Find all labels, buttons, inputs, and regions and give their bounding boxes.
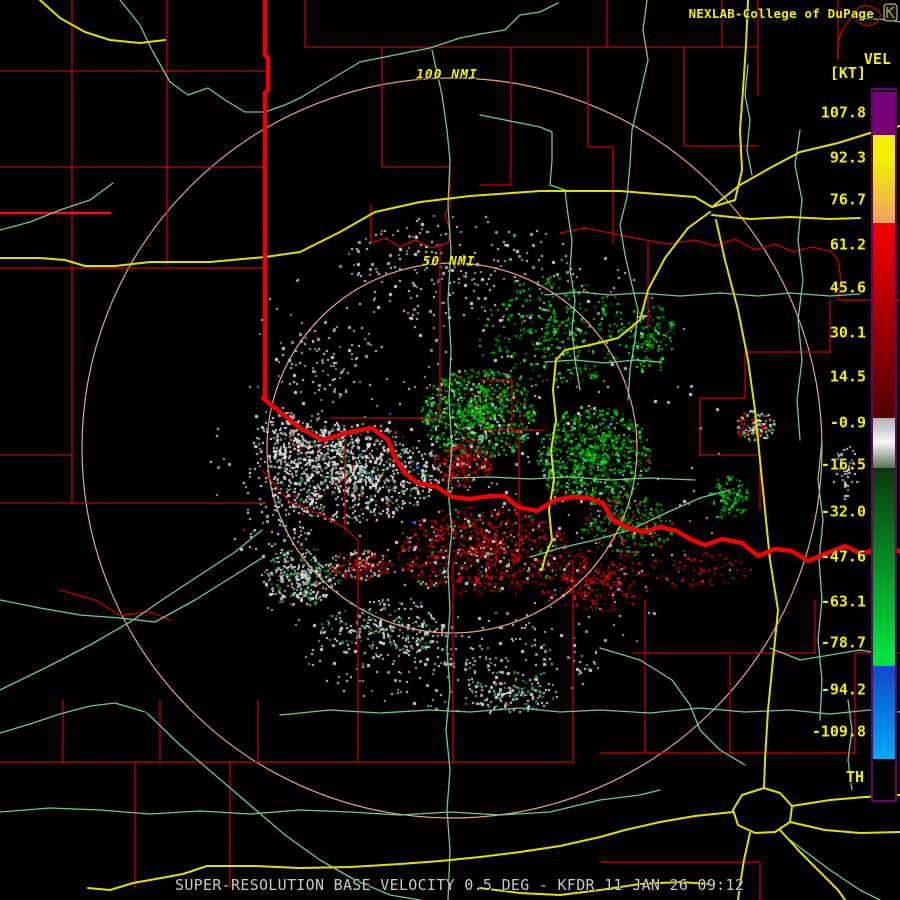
colorbar-segment — [873, 468, 895, 654]
county-line — [59, 589, 171, 621]
highway-line — [789, 821, 900, 834]
road-line — [431, 49, 453, 449]
highway-line — [541, 211, 711, 571]
colorbar-units: [KT] — [829, 64, 866, 82]
highway-line — [479, 881, 711, 896]
colorbar-segment — [873, 250, 895, 418]
road-line — [544, 359, 661, 364]
colorbar-tick: 14.5 — [829, 367, 866, 386]
road-line — [544, 291, 861, 297]
colorbar-tick: 45.6 — [829, 278, 866, 297]
colorbar-segment — [873, 135, 895, 161]
colorbar-segment — [873, 654, 895, 666]
road-line — [451, 476, 696, 481]
colorbar-tick: -32.0 — [820, 502, 866, 521]
road-line — [817, 439, 824, 721]
highway-line — [711, 214, 861, 220]
river-squiggle-line — [836, 5, 882, 61]
road-line — [789, 839, 881, 900]
colorbar-tick: -63.1 — [820, 592, 866, 611]
road-line — [794, 129, 804, 441]
colorbar-title: VEL — [863, 50, 891, 68]
highway-line — [715, 219, 779, 789]
brand-title: NEXLAB-College of DuPage — [688, 6, 874, 21]
road-line — [445, 447, 453, 900]
road-line — [0, 182, 114, 231]
river-line — [260, 395, 900, 564]
highway-line — [732, 787, 793, 834]
range-ring-370 — [81, 77, 823, 819]
road-line — [479, 114, 581, 391]
velocity-colorbar — [871, 88, 897, 802]
colorbar-segment — [873, 666, 895, 759]
colorbar-segment — [873, 223, 895, 250]
colorbar-segment — [873, 92, 895, 135]
road-line — [744, 64, 753, 176]
colorbar-tick: -78.7 — [820, 633, 866, 652]
highway-line — [779, 829, 846, 900]
pointer-glyph-icon — [886, 6, 895, 19]
highway-line — [711, 125, 900, 208]
road-line — [279, 707, 900, 716]
highway-line — [0, 190, 713, 267]
road-line — [0, 557, 263, 623]
range-ring-185 — [266, 262, 638, 634]
highway-line — [87, 811, 734, 891]
highway-line — [737, 832, 751, 900]
colorbar-segment — [873, 442, 895, 468]
colorbar-segment — [873, 418, 895, 442]
colorbar-tick: 61.2 — [829, 235, 866, 254]
county-line — [261, 469, 359, 541]
state-border-line — [262, 0, 271, 401]
colorbar-tick: -94.2 — [820, 680, 866, 699]
colorbar-tick: 76.7 — [829, 190, 866, 209]
road-line — [619, 0, 649, 401]
colorbar-tick: -16.5 — [820, 455, 866, 474]
status-bar: SUPER-RESOLUTION BASE VELOCITY 0.5 DEG -… — [175, 876, 745, 894]
road-line — [769, 647, 891, 661]
highway-line — [711, 0, 749, 208]
colorbar-tick: -0.9 — [829, 413, 866, 432]
highway-line — [39, 0, 166, 44]
road-line — [0, 529, 263, 691]
colorbar-segment — [873, 161, 895, 223]
road-line — [119, 0, 559, 113]
colorbar-threshold-label: TH — [845, 768, 864, 786]
colorbar-tick: 92.3 — [829, 148, 866, 167]
road-line — [847, 699, 853, 791]
county-line — [837, 258, 842, 301]
colorbar-segment — [873, 759, 895, 799]
colorbar-tick: 30.1 — [829, 323, 866, 342]
range-ring-label-100nmi: 100 NMI — [416, 67, 478, 83]
colorbar-tick: 107.8 — [820, 103, 866, 122]
colorbar-tick: -109.8 — [811, 722, 866, 741]
range-ring-label-50nmi: 50 NMI — [422, 254, 476, 270]
county-line — [370, 237, 449, 249]
county-line — [559, 227, 839, 260]
road-line — [0, 789, 661, 816]
colorbar-tick: -47.6 — [820, 547, 866, 566]
road-line — [0, 702, 146, 734]
road-line — [146, 712, 421, 900]
road-line — [599, 647, 746, 766]
